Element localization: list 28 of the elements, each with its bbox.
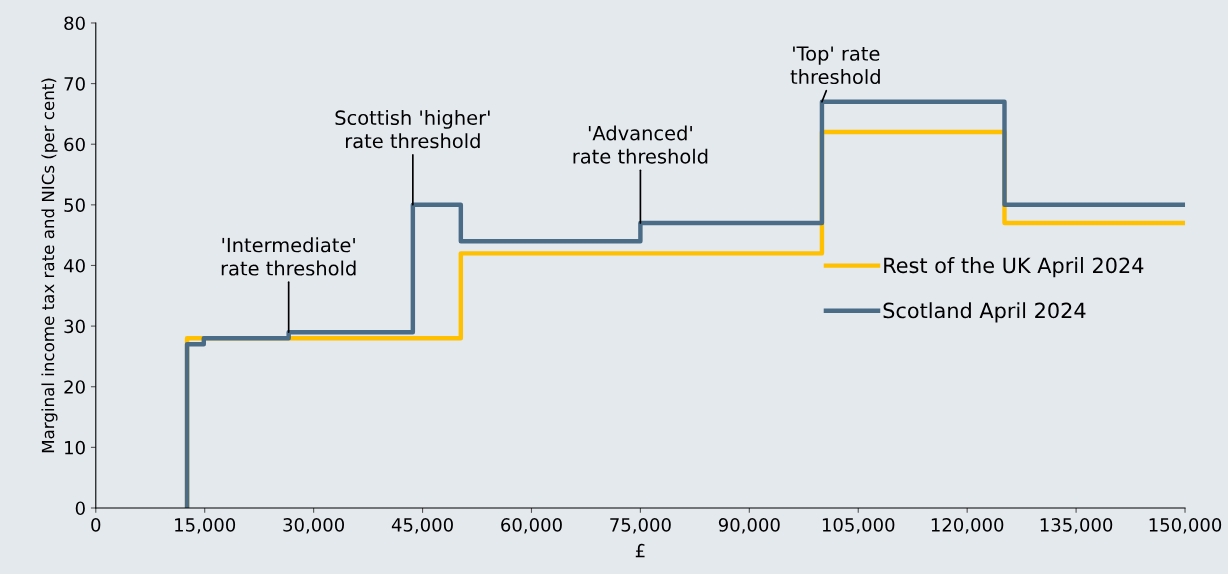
y-tick-label: 0	[75, 501, 85, 516]
annotation: 'Intermediate' rate threshold	[221, 237, 356, 276]
x-axis-title: £	[635, 543, 645, 558]
y-tick-label: 60	[64, 137, 85, 152]
x-tick-label: 45,000	[391, 518, 453, 534]
x-tick-label: 0	[91, 518, 101, 532]
y-tick-label: 70	[64, 77, 85, 91]
x-tick-label: 120,000	[931, 518, 1004, 534]
y-tick-label: 50	[64, 198, 85, 212]
annotation: Scottish 'higher' rate threshold	[335, 110, 490, 149]
annotation: 'Advanced' rate threshold	[573, 125, 708, 164]
x-tick-label: 15,000	[175, 518, 236, 534]
y-tick-label: 30	[64, 319, 85, 334]
x-tick-label: 60,000	[501, 518, 562, 534]
x-tick-label: 150,000	[1149, 518, 1222, 534]
y-tick-label: 10	[65, 440, 85, 455]
legend-label: Scotland April 2024	[883, 302, 1086, 323]
x-tick-label: 105,000	[822, 518, 895, 534]
x-tick-label: 135,000	[1040, 518, 1113, 534]
annotation: 'Top' rate threshold	[790, 46, 880, 85]
x-tick-label: 75,000	[610, 518, 671, 534]
y-tick-label: 20	[64, 380, 85, 394]
x-tick-label: 30,000	[283, 518, 345, 534]
legend-label: Rest of the UK April 2024	[884, 257, 1144, 278]
x-tick-label: 90,000	[718, 518, 780, 534]
y-tick-label: 80	[64, 16, 85, 31]
y-axis-title: Marginal income tax rate and NICs (per cent)	[41, 78, 58, 453]
y-tick-label: 40	[63, 258, 85, 273]
